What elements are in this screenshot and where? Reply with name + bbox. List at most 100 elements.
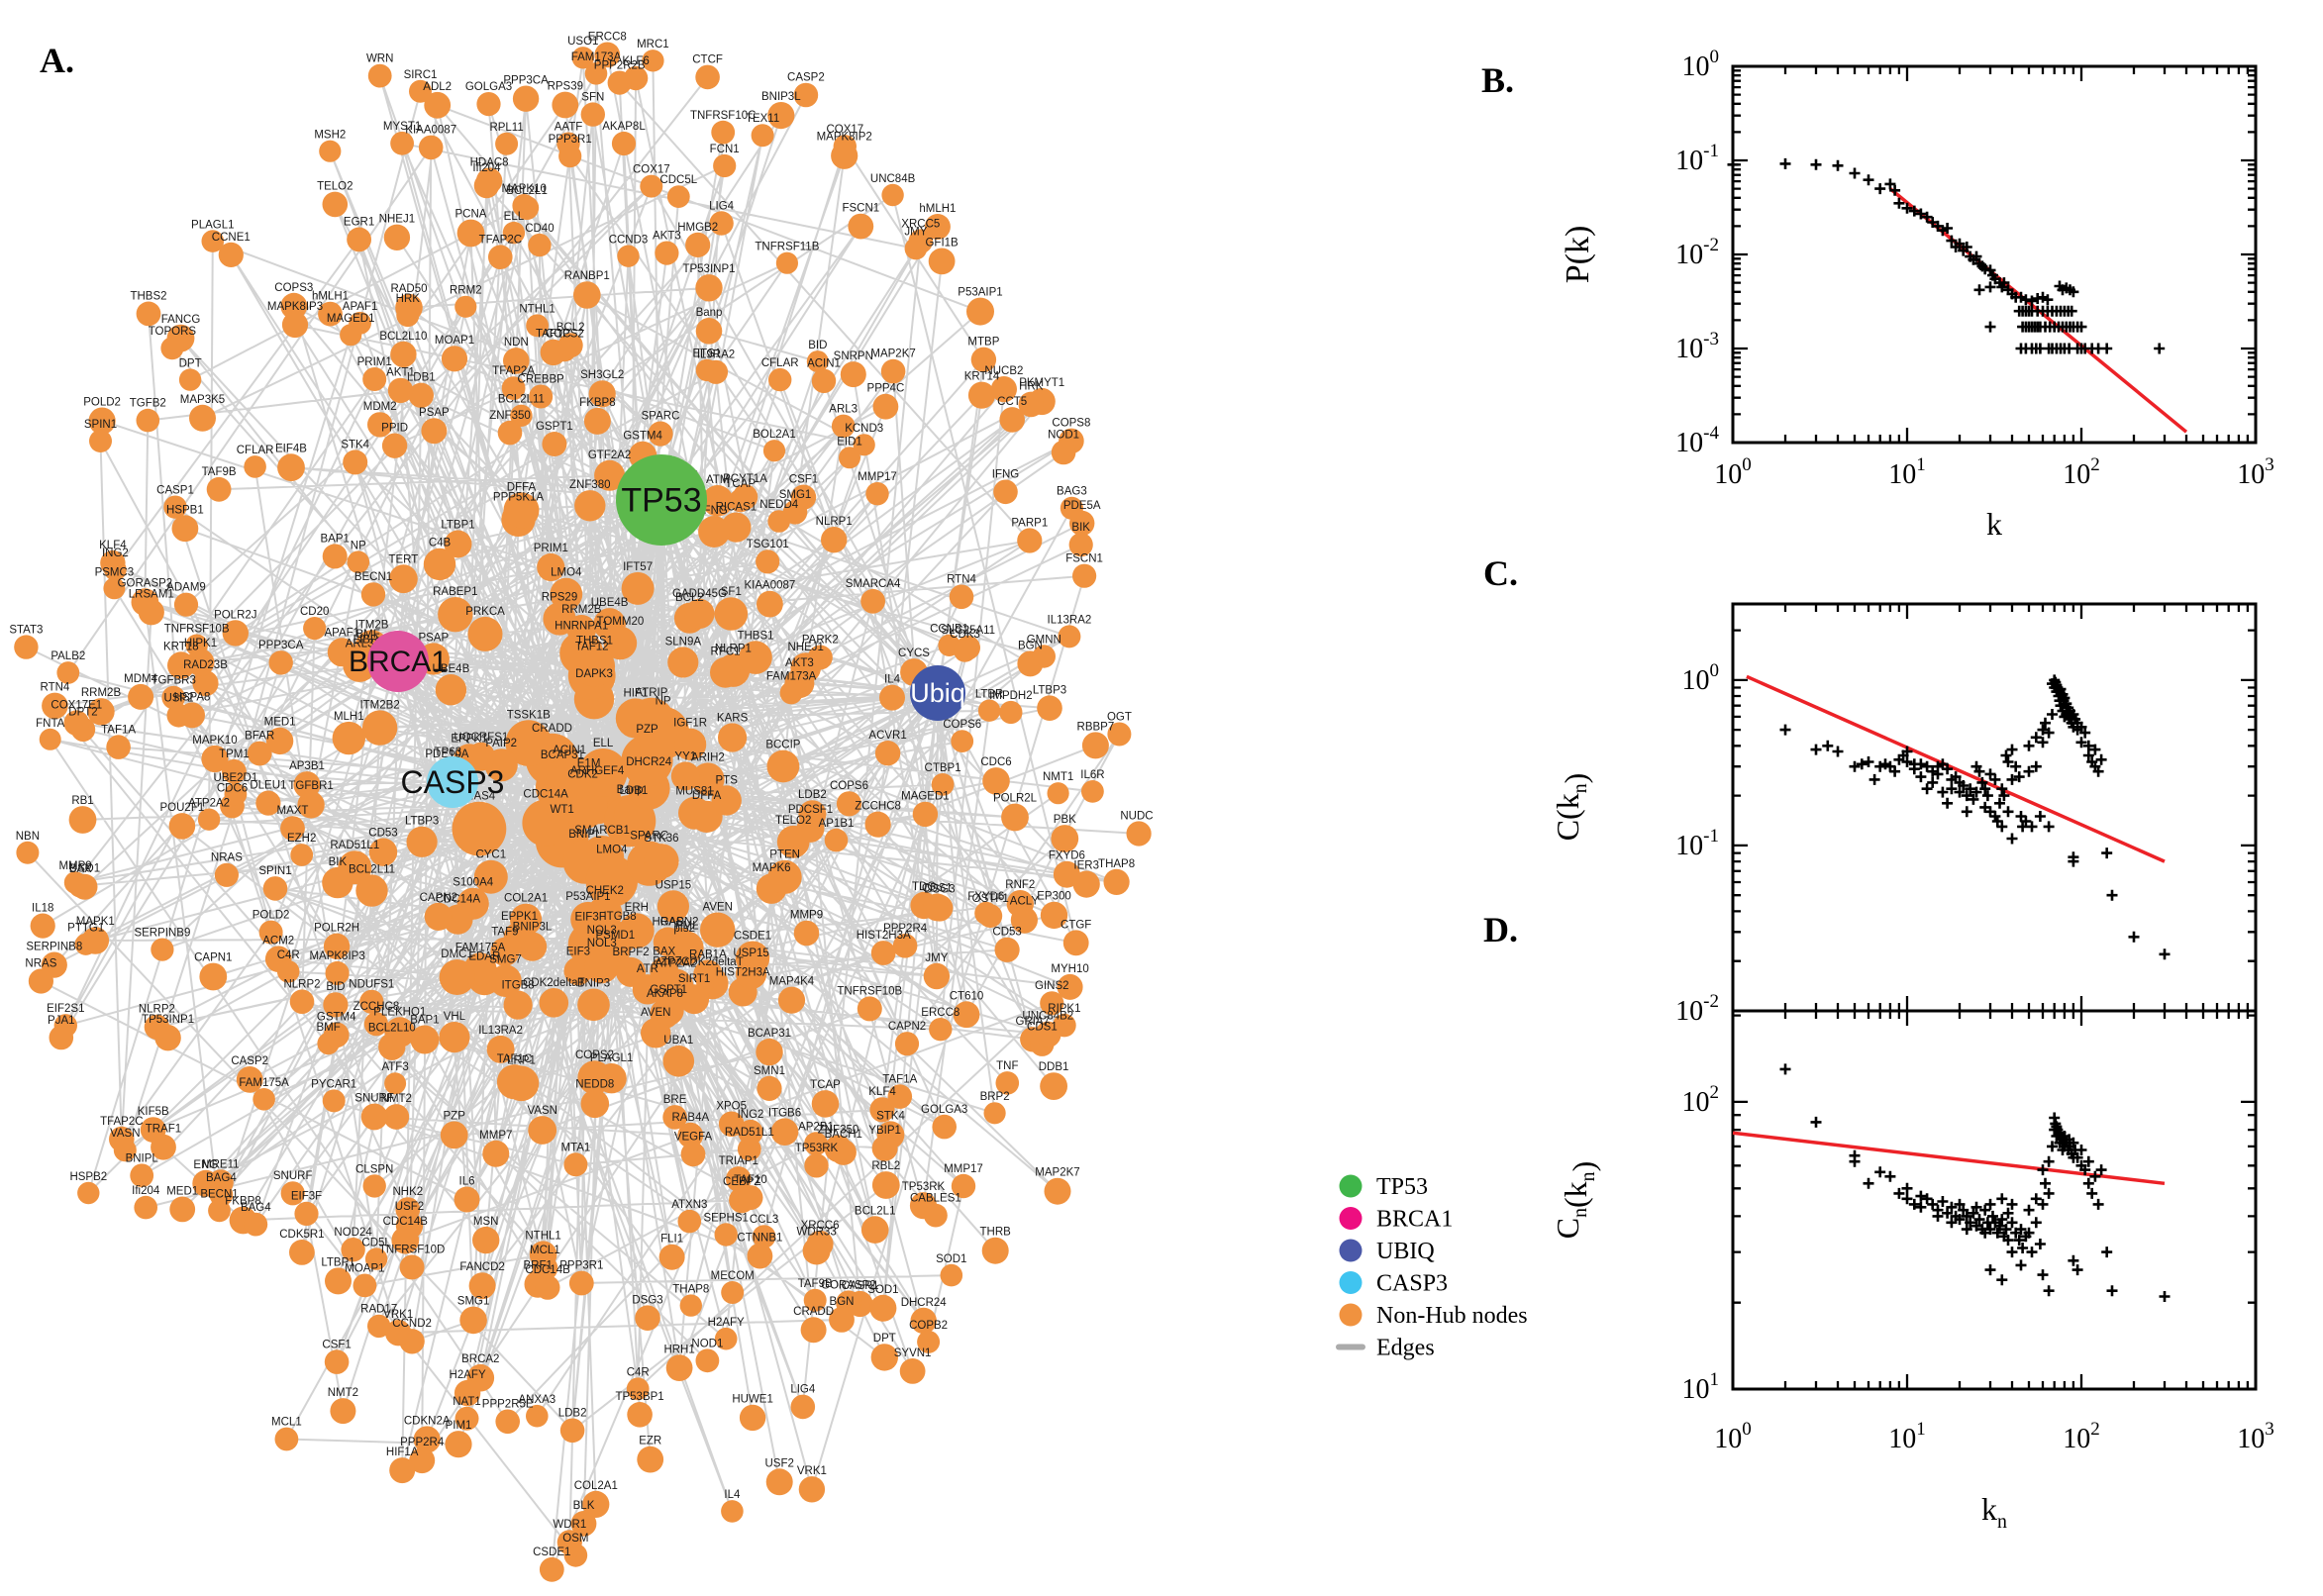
network-node[interactable] xyxy=(49,1025,74,1050)
network-node[interactable] xyxy=(274,1427,299,1451)
network-node[interactable] xyxy=(77,1181,100,1205)
network-node[interactable] xyxy=(409,1447,436,1474)
network-node[interactable] xyxy=(454,295,477,318)
network-node[interactable] xyxy=(476,92,501,117)
network-node[interactable] xyxy=(236,1066,263,1093)
network-node[interactable] xyxy=(81,927,110,954)
network-node[interactable] xyxy=(732,484,758,510)
network-node[interactable] xyxy=(247,741,272,766)
network-node[interactable] xyxy=(208,1199,231,1223)
network-node[interactable] xyxy=(738,1185,763,1211)
network-node[interactable] xyxy=(931,773,955,796)
network-node[interactable] xyxy=(869,1294,897,1322)
network-node[interactable] xyxy=(385,1320,412,1347)
network-node[interactable] xyxy=(440,1121,468,1149)
network-node[interactable] xyxy=(367,63,392,88)
network-node[interactable] xyxy=(163,495,187,519)
network-node[interactable] xyxy=(557,333,583,358)
network-node[interactable] xyxy=(836,791,862,817)
network-node[interactable] xyxy=(497,420,523,446)
network-node[interactable] xyxy=(594,459,626,491)
network-node[interactable] xyxy=(627,1402,653,1428)
network-node[interactable] xyxy=(347,227,371,252)
network-node[interactable] xyxy=(192,670,219,697)
network-node[interactable] xyxy=(1081,780,1104,803)
network-node[interactable] xyxy=(413,1426,441,1453)
network-node[interactable] xyxy=(297,791,325,819)
network-node[interactable] xyxy=(739,641,772,674)
network-node[interactable] xyxy=(109,1126,135,1152)
network-node[interactable] xyxy=(459,1306,487,1335)
network-node[interactable] xyxy=(874,741,901,766)
network-node[interactable] xyxy=(824,1135,853,1163)
network-node[interactable] xyxy=(323,1022,350,1048)
network-node[interactable] xyxy=(596,1063,627,1094)
network-node[interactable] xyxy=(87,698,115,726)
network-node[interactable] xyxy=(899,1358,926,1384)
network-node[interactable] xyxy=(1018,391,1045,418)
network-node[interactable] xyxy=(703,359,729,384)
network-node[interactable] xyxy=(423,548,456,581)
network-node[interactable] xyxy=(151,1134,176,1160)
network-node[interactable] xyxy=(28,968,53,994)
network-node[interactable] xyxy=(503,921,536,953)
network-node[interactable] xyxy=(679,984,710,1015)
network-node[interactable] xyxy=(322,866,354,899)
network-node[interactable] xyxy=(151,938,174,961)
network-node[interactable] xyxy=(714,1223,738,1247)
network-node[interactable] xyxy=(1072,563,1097,588)
network-node[interactable] xyxy=(966,297,994,326)
network-node[interactable] xyxy=(1044,1177,1071,1205)
network-node[interactable] xyxy=(201,230,225,252)
network-node[interactable] xyxy=(276,960,300,983)
network-node[interactable] xyxy=(324,1349,350,1374)
network-node[interactable] xyxy=(713,153,737,178)
network-node[interactable] xyxy=(993,479,1018,505)
hub-node-casp3[interactable] xyxy=(427,756,478,808)
network-node[interactable] xyxy=(765,1468,793,1496)
network-node[interactable] xyxy=(635,1305,660,1331)
network-node[interactable] xyxy=(224,782,248,806)
network-node[interactable] xyxy=(582,1490,610,1518)
network-node[interactable] xyxy=(655,241,679,265)
network-node[interactable] xyxy=(495,132,519,155)
network-node[interactable] xyxy=(594,42,621,68)
network-node[interactable] xyxy=(642,50,664,72)
network-node[interactable] xyxy=(319,140,342,162)
network-node[interactable] xyxy=(399,1254,425,1280)
network-node[interactable] xyxy=(796,814,825,843)
network-node[interactable] xyxy=(473,859,508,894)
network-node[interactable] xyxy=(265,727,294,755)
network-node[interactable] xyxy=(290,844,314,866)
network-node[interactable] xyxy=(932,1114,957,1140)
network-node[interactable] xyxy=(1040,1072,1067,1100)
network-node[interactable] xyxy=(977,699,1001,722)
network-node[interactable] xyxy=(677,1122,704,1148)
network-node[interactable] xyxy=(871,1171,900,1199)
network-node[interactable] xyxy=(994,937,1020,962)
network-node[interactable] xyxy=(144,1014,170,1041)
network-node[interactable] xyxy=(571,47,594,69)
network-node[interactable] xyxy=(580,102,605,127)
network-node[interactable] xyxy=(410,1025,440,1054)
network-node[interactable] xyxy=(332,721,365,755)
network-node[interactable] xyxy=(359,989,384,1014)
network-node[interactable] xyxy=(736,958,767,990)
network-node[interactable] xyxy=(390,131,414,155)
network-node[interactable] xyxy=(255,790,281,816)
network-node[interactable] xyxy=(503,348,530,374)
network-node[interactable] xyxy=(89,430,112,452)
network-node[interactable] xyxy=(751,124,774,148)
network-node[interactable] xyxy=(1051,825,1079,852)
network-node[interactable] xyxy=(870,941,896,965)
network-node[interactable] xyxy=(353,1273,377,1298)
network-node[interactable] xyxy=(262,876,288,901)
network-node[interactable] xyxy=(752,1225,776,1248)
network-node[interactable] xyxy=(929,1018,953,1042)
hub-node-brca1[interactable] xyxy=(367,631,429,692)
network-node[interactable] xyxy=(617,245,640,267)
network-node[interactable] xyxy=(949,584,974,610)
network-node[interactable] xyxy=(322,544,348,569)
network-node[interactable] xyxy=(644,844,679,879)
network-node[interactable] xyxy=(539,1556,564,1582)
